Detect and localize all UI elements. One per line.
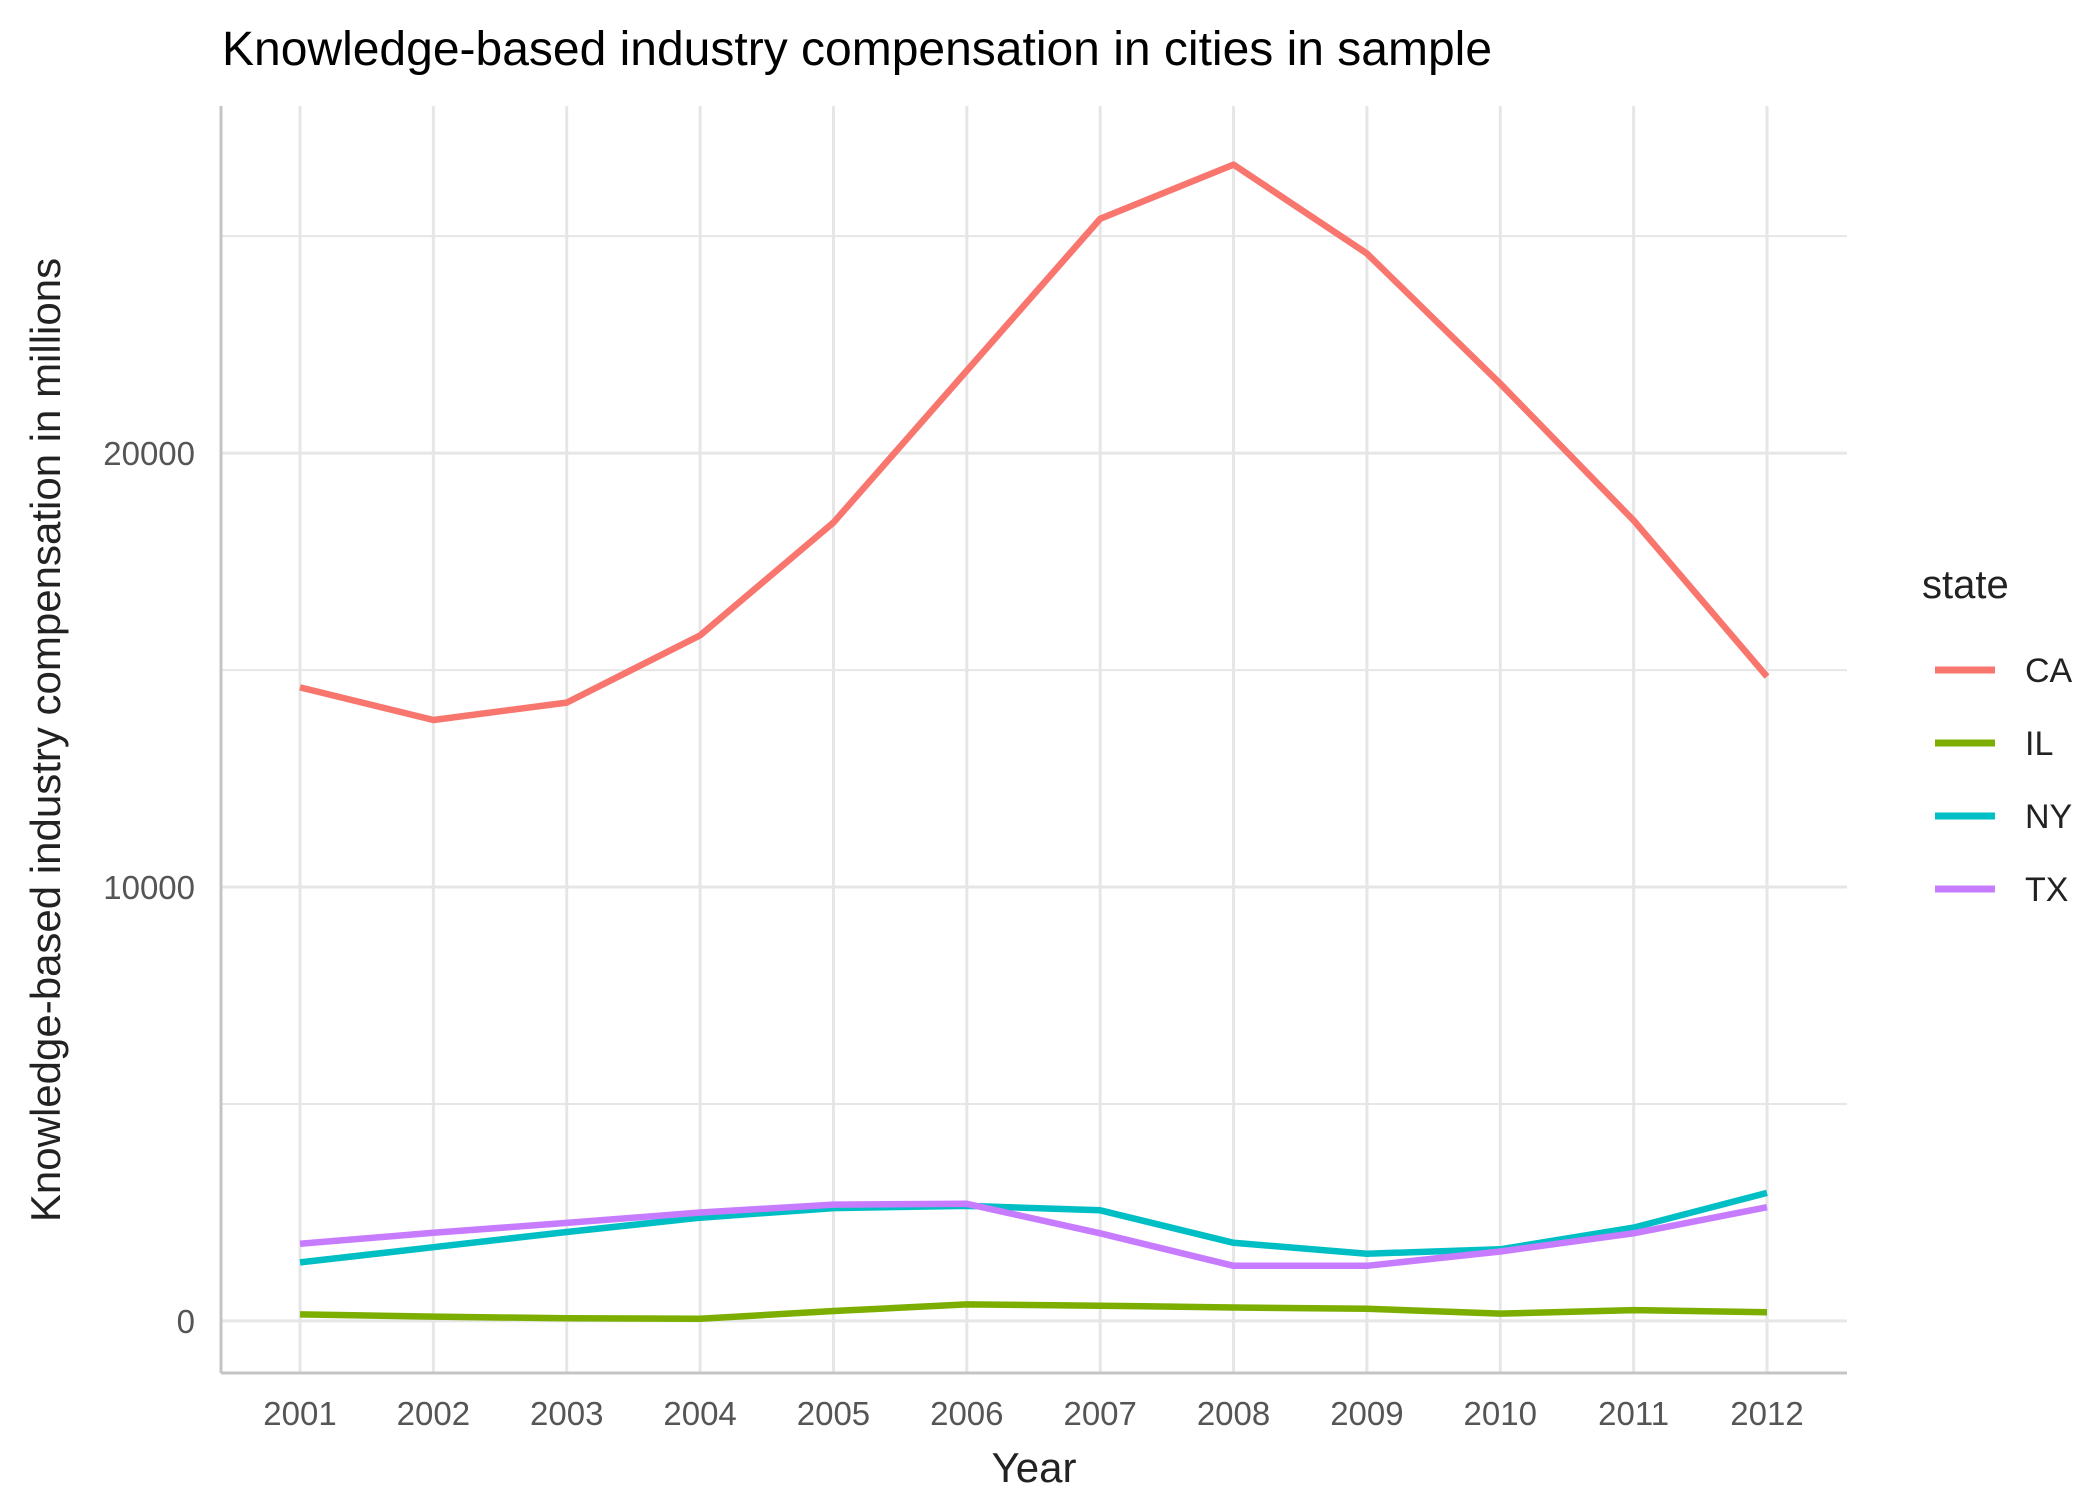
legend-title: state [1922,563,2009,607]
legend-items: CA IL NY TX [1935,652,2073,909]
legend-label: IL [2025,725,2053,763]
y-tick-label: 20000 [103,435,195,472]
x-tick-label: 2009 [1330,1395,1403,1432]
x-tick-label: 2010 [1464,1395,1537,1432]
y-tick-label: 0 [177,1303,195,1340]
series-line-il [299,1301,1768,1323]
y-tick-label: 10000 [103,869,195,906]
x-tick-labels: 2001 2002 2003 2004 2005 2006 2007 2008 2009 2010… [263,1395,1803,1432]
gridlines [221,106,1847,1373]
legend-label: NY [2025,798,2072,836]
legend-item-il: IL [1935,725,2053,763]
y-tick-labels: 0 10000 20000 [103,435,195,1340]
legend-label: CA [2025,652,2073,690]
legend-item-ca: CA [1935,652,2073,690]
x-tick-label: 2001 [263,1395,336,1432]
legend-label: TX [2025,871,2068,909]
x-tick-label: 2007 [1063,1395,1136,1432]
chart-title: Knowledge-based industry compensation in… [222,23,1492,76]
y-axis-title: Knowledge-based industry compensation in… [22,258,69,1222]
legend: state CA IL NY TX [1922,563,2073,909]
series-lines [299,161,1770,1323]
series-line-tx [299,1200,1768,1270]
x-tick-label: 2002 [397,1395,470,1432]
x-tick-label: 2012 [1730,1395,1803,1432]
x-tick-label: 2005 [797,1395,870,1432]
x-tick-label: 2008 [1197,1395,1270,1432]
legend-item-ny: NY [1935,798,2072,836]
legend-item-tx: TX [1935,871,2068,909]
series-line-ca [299,161,1770,724]
x-tick-label: 2011 [1598,1395,1669,1432]
x-tick-label: 2003 [530,1395,603,1432]
x-tick-label: 2004 [663,1395,736,1432]
x-tick-label: 2006 [930,1395,1003,1432]
x-axis-title: Year [992,1444,1077,1491]
